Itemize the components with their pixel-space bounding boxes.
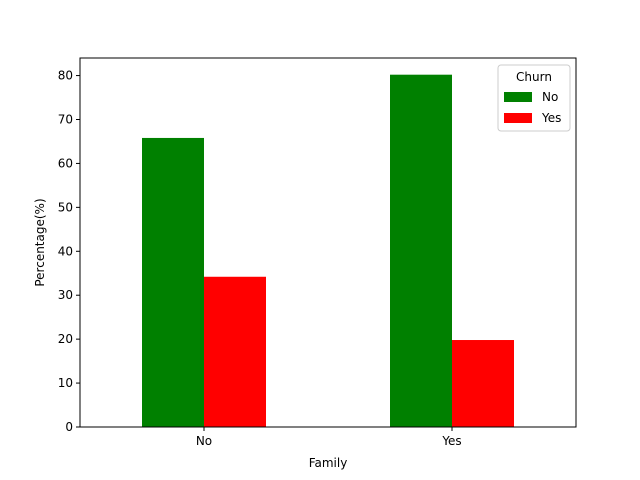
y-tick-label: 70 xyxy=(58,113,73,127)
y-axis-label: Percentage(%) xyxy=(33,198,47,286)
bars-group xyxy=(142,74,514,427)
y-tick-label: 0 xyxy=(65,420,73,434)
bar-no-no xyxy=(142,137,204,427)
x-axis-label: Family xyxy=(309,456,348,470)
bar-yes-no xyxy=(204,276,266,427)
x-tick-label: No xyxy=(196,434,212,448)
y-tick-label: 10 xyxy=(58,376,73,390)
legend-label-yes: Yes xyxy=(541,111,561,125)
y-tick-label: 60 xyxy=(58,156,73,170)
legend-title: Churn xyxy=(516,70,552,84)
y-axis: 0 10 20 30 40 50 60 70 80 xyxy=(58,69,80,434)
y-tick-label: 80 xyxy=(58,69,73,83)
legend-swatch-no xyxy=(504,92,532,102)
legend-swatch-yes xyxy=(504,113,532,123)
y-tick-label: 30 xyxy=(58,288,73,302)
legend-label-no: No xyxy=(542,90,558,104)
bar-yes-yes xyxy=(452,340,514,427)
bar-no-yes xyxy=(390,74,452,427)
x-tick-label: Yes xyxy=(441,434,461,448)
y-tick-label: 20 xyxy=(58,332,73,346)
plot-frame xyxy=(79,57,577,428)
x-axis: No Yes xyxy=(196,427,462,448)
y-tick-label: 40 xyxy=(58,244,73,258)
y-tick-label: 50 xyxy=(58,200,73,214)
legend: Churn No Yes xyxy=(497,64,571,132)
